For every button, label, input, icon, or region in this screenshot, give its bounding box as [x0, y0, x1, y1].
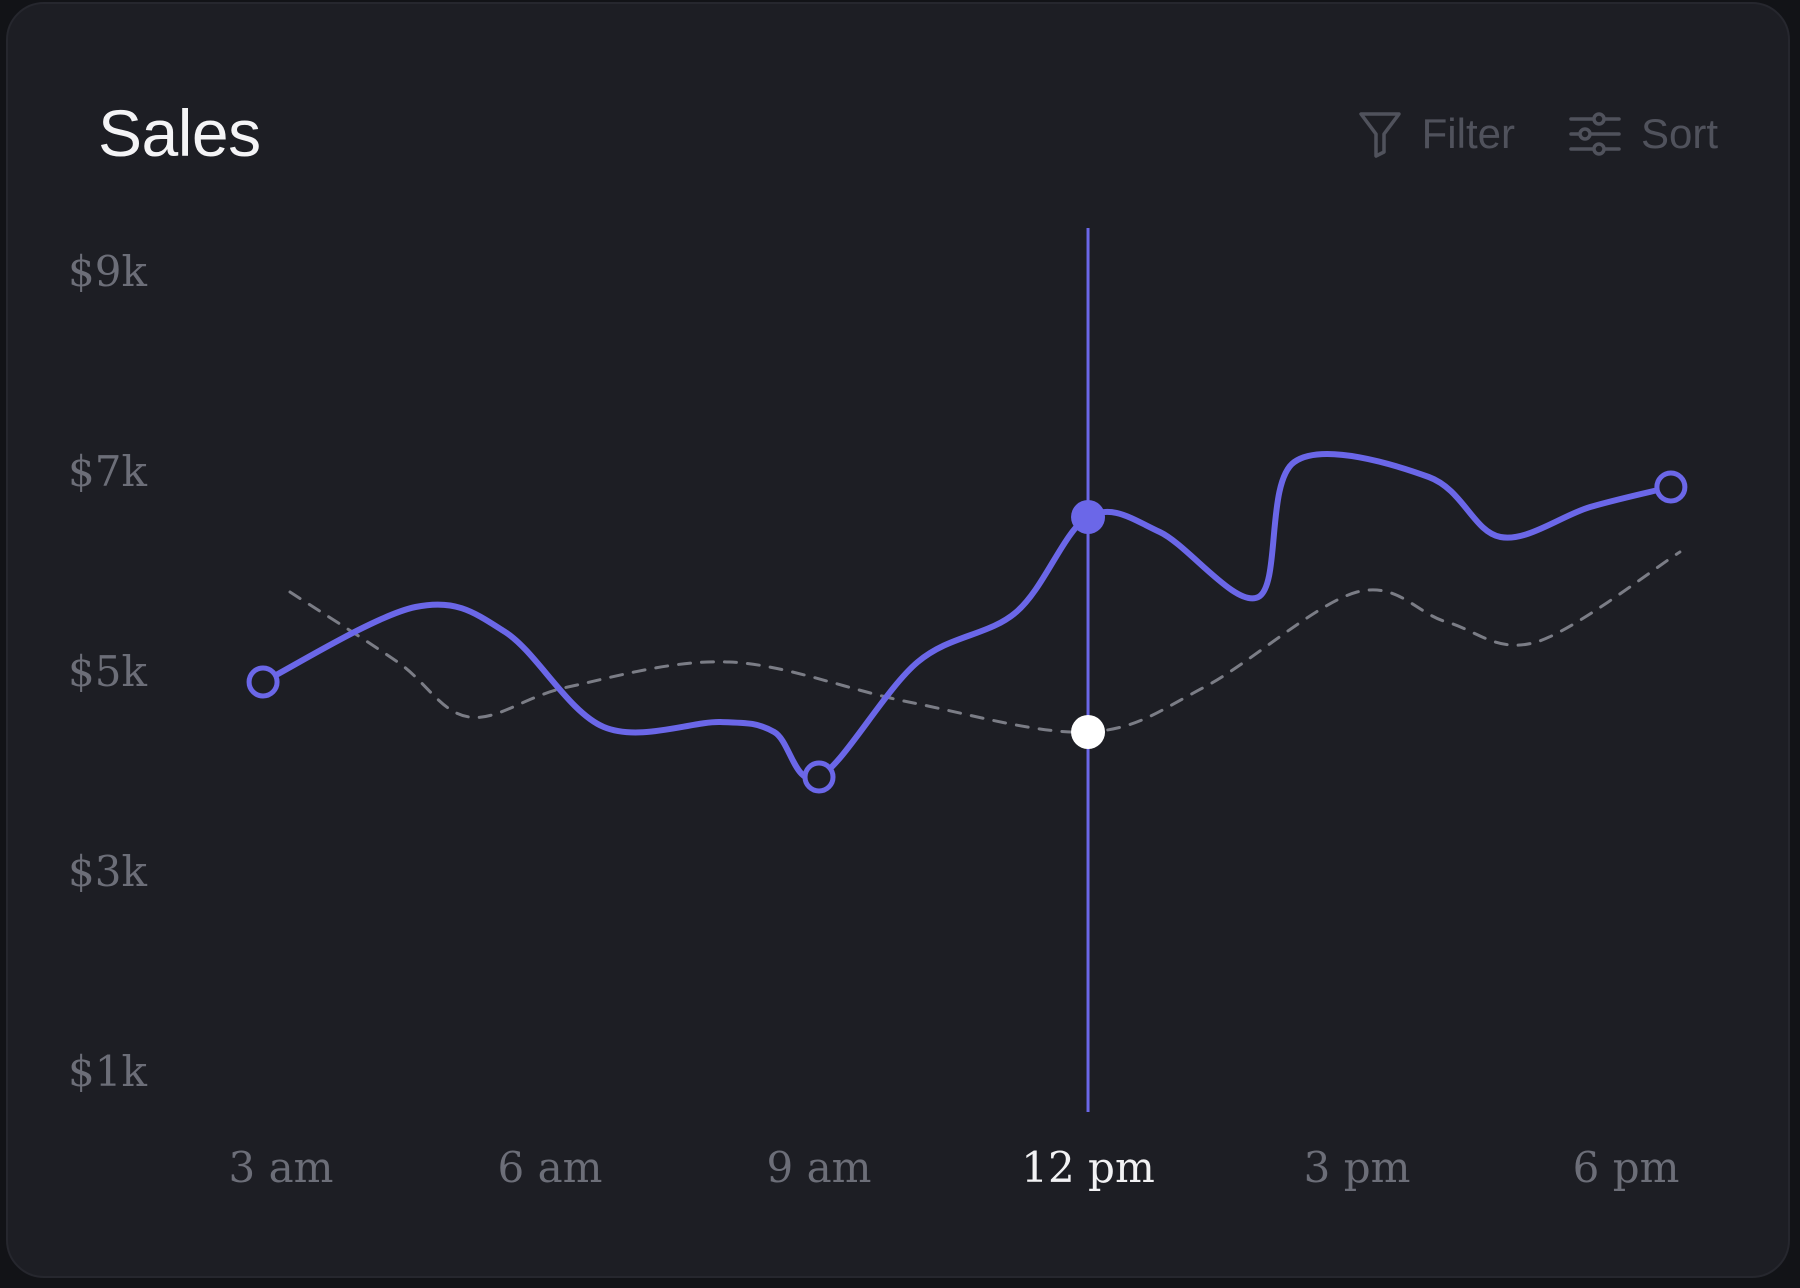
filter-button[interactable]: Filter	[1358, 110, 1515, 158]
y-tick-label: $1k	[68, 1047, 147, 1096]
x-tick-label: 6 am	[498, 1143, 603, 1192]
chart-title: Sales	[98, 96, 261, 170]
x-tick-label: 3 pm	[1304, 1143, 1411, 1192]
y-tick-label: $9k	[68, 247, 147, 296]
x-tick-label: 3 am	[229, 1143, 334, 1192]
sliders-icon	[1569, 112, 1621, 156]
series-layer	[260, 451, 1682, 782]
comparison-series-line	[288, 550, 1682, 734]
filter-label: Filter	[1421, 110, 1515, 157]
chart-toolbar: Filter Sort	[1358, 110, 1718, 158]
comparison-active-point[interactable]	[1071, 715, 1106, 749]
data-point-marker[interactable]	[246, 665, 280, 699]
x-tick-label-active: 12 pm	[1021, 1143, 1155, 1192]
marker-layer	[246, 470, 1688, 794]
sales-line-chart: $9k $7k $5k $3k $1k 3 am 6 am 9 am 12 pm 3 pm 6 p…	[68, 228, 1688, 1192]
y-tick-label: $5k	[68, 647, 147, 696]
y-tick-label: $7k	[68, 447, 147, 496]
x-tick-label: 6 pm	[1573, 1143, 1680, 1192]
data-point-marker[interactable]	[1654, 470, 1688, 504]
y-axis: $9k $7k $5k $3k $1k	[68, 247, 147, 1096]
sort-label: Sort	[1640, 110, 1718, 157]
data-point-marker[interactable]	[802, 760, 836, 794]
sales-card: Sales Filter Sort $9k $7k $5k $3k $1k 3 am 6 …	[6, 2, 1790, 1278]
sales-series-line	[260, 451, 1674, 782]
funnel-icon	[1358, 112, 1401, 158]
active-data-point[interactable]	[1071, 500, 1106, 534]
x-tick-label: 9 am	[767, 1143, 872, 1192]
x-axis: 3 am 6 am 9 am 12 pm 3 pm 6 pm	[229, 1143, 1680, 1192]
sort-button[interactable]: Sort	[1569, 110, 1718, 158]
y-tick-label: $3k	[68, 847, 147, 896]
